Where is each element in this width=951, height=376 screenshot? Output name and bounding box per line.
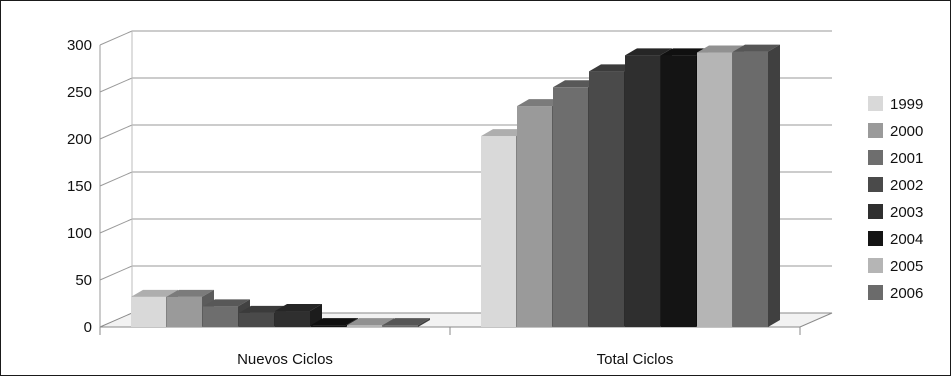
y-tick-label: 100 [67, 225, 92, 242]
bar [733, 44, 780, 328]
bar-front [383, 325, 418, 327]
bar-front [347, 325, 382, 327]
bar-top [239, 305, 286, 313]
bar-top [625, 48, 672, 56]
bar-top [517, 99, 564, 107]
legend-swatch [868, 177, 883, 192]
bar-front [697, 52, 732, 328]
legend-swatch [868, 123, 883, 138]
bars [131, 44, 780, 328]
legend-label: 2001 [890, 150, 923, 167]
bar-top [589, 64, 636, 72]
bar-top [661, 48, 708, 56]
bar-front [517, 106, 552, 327]
bar-top [383, 318, 430, 326]
x-category-label: Nuevos Ciclos [237, 351, 333, 368]
bar-front [203, 306, 238, 327]
bar-front [589, 71, 624, 327]
bar-top [733, 44, 780, 52]
bar-front [167, 296, 202, 327]
y-tick-label: 300 [67, 37, 92, 54]
bar [383, 318, 430, 327]
y-tick-label: 250 [67, 84, 92, 101]
legend-swatch [868, 285, 883, 300]
bar-front [275, 311, 310, 327]
legend-swatch [868, 150, 883, 165]
legend-label: 2003 [890, 204, 923, 221]
bar-front [131, 296, 166, 327]
bar-top [481, 129, 528, 137]
gridline [99, 30, 832, 46]
bar-front [625, 55, 660, 328]
legend-label: 2004 [890, 231, 923, 248]
legend-label: 2000 [890, 123, 923, 140]
bar-front [661, 55, 696, 328]
legend-label: 2006 [890, 285, 923, 302]
bar [275, 304, 322, 327]
y-axis: 0 50 100 150 200 250 300 [67, 31, 133, 336]
legend: 1999 2000 2001 2002 2003 2004 2005 2006 [868, 96, 923, 302]
legend-swatch [868, 96, 883, 111]
legend-swatch [868, 231, 883, 246]
bar-side [768, 44, 780, 327]
y-tick-label: 200 [67, 131, 92, 148]
bar-front [481, 136, 516, 327]
bar-front [311, 325, 346, 327]
y-tick-label: 0 [84, 319, 92, 336]
bar-top [347, 318, 394, 326]
legend-swatch [868, 258, 883, 273]
bar-top [275, 304, 322, 312]
bar-front [553, 87, 588, 327]
bar-side [418, 318, 430, 327]
legend-label: 2002 [890, 177, 923, 194]
y-tick-label: 50 [75, 272, 92, 289]
legend-label: 1999 [890, 96, 923, 113]
bar-top [311, 318, 358, 326]
bar-top [553, 80, 600, 88]
bar-top [203, 299, 250, 307]
legend-swatch [868, 204, 883, 219]
bar-front [733, 51, 768, 328]
legend-label: 2005 [890, 258, 923, 275]
bar-front [239, 312, 274, 327]
y-tick-label: 150 [67, 178, 92, 195]
x-category-label: Total Ciclos [597, 351, 674, 368]
x-axis-labels: Nuevos Ciclos Total Ciclos [99, 327, 801, 368]
bar-top [697, 45, 744, 53]
bar-top [167, 289, 214, 297]
bar-top [131, 289, 178, 297]
